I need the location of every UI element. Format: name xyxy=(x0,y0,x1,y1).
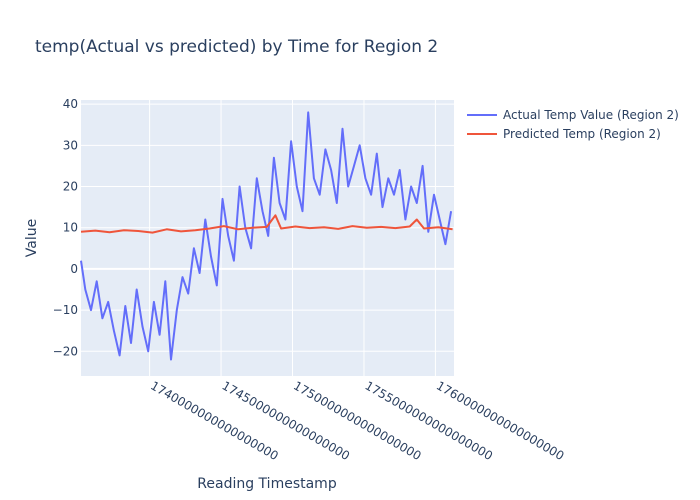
x-tick-label: 1745000000000000000 xyxy=(220,378,353,463)
y-gridlines xyxy=(81,103,454,352)
x-tick-label: 1750000000000000000 xyxy=(291,378,424,463)
x-tick-label: 1740000000000000000 xyxy=(148,378,281,463)
y-tick-label: 0 xyxy=(70,262,78,276)
x-tick-label: 1760000000000000000 xyxy=(434,378,567,463)
x-axis-title: Reading Timestamp xyxy=(197,476,337,492)
y-tick-label: 10 xyxy=(63,221,78,235)
legend[interactable]: Actual Temp Value (Region 2) Predicted T… xyxy=(467,108,679,141)
y-tick-label: 40 xyxy=(63,97,78,111)
y-tick-label: −10 xyxy=(53,303,78,317)
legend-label-actual[interactable]: Actual Temp Value (Region 2) xyxy=(503,108,679,122)
y-axis-title: Value xyxy=(24,219,40,257)
x-tick-label: 1755000000000000000 xyxy=(362,378,495,463)
series-layer xyxy=(80,111,453,361)
chart-title: temp(Actual vs predicted) by Time for Re… xyxy=(35,37,438,57)
y-axis-ticks: −20 −10 0 10 20 30 40 xyxy=(53,97,78,358)
y-tick-label: −20 xyxy=(53,344,78,358)
series-line-predicted[interactable] xyxy=(80,214,453,234)
legend-label-predicted[interactable]: Predicted Temp (Region 2) xyxy=(503,127,661,141)
y-tick-label: 30 xyxy=(63,138,78,152)
x-axis-ticks: 1740000000000000000174500000000000000017… xyxy=(148,378,566,463)
plot-background xyxy=(81,100,454,376)
series-line-actual[interactable] xyxy=(80,111,453,361)
y-tick-label: 20 xyxy=(63,180,78,194)
